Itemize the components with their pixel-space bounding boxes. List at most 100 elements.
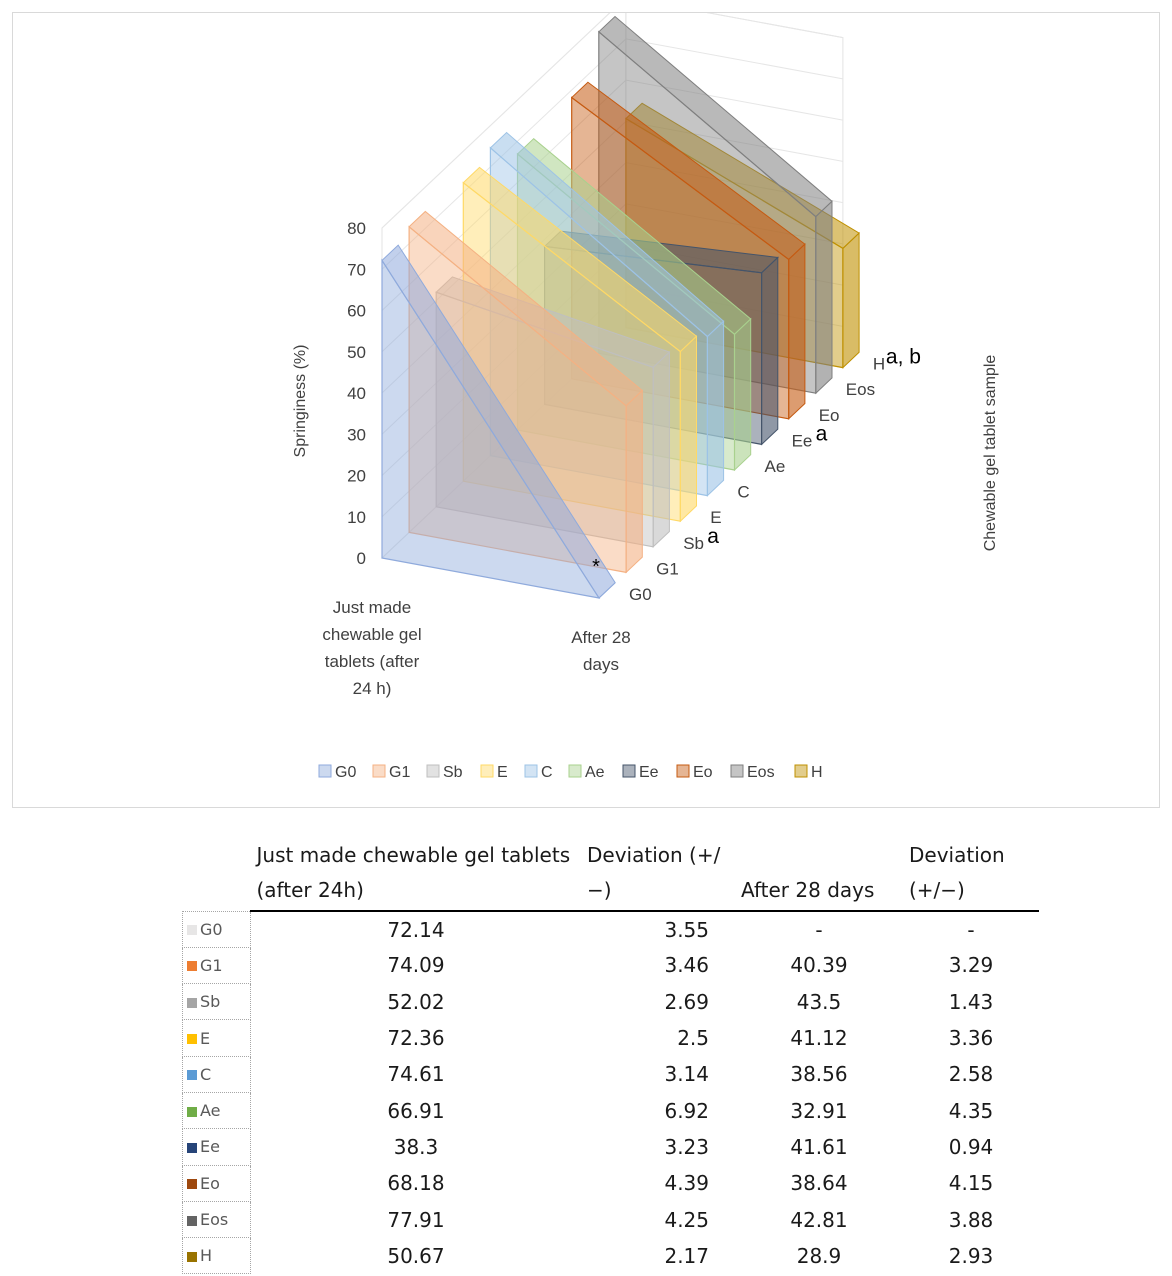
area-side-g1: [625, 389, 643, 574]
significance-letter-h: a, b: [886, 346, 921, 369]
cell-after-28-days: 41.61: [790, 1134, 848, 1159]
legend-item-ee: Ee: [622, 764, 659, 781]
depth-label-e: E: [710, 508, 721, 527]
cell-after-28-days: 32.91: [790, 1098, 848, 1123]
table-header-row: Just made chewable gel tablets (after 24…: [183, 838, 1039, 912]
table-corner: [183, 838, 251, 911]
legend-label: Sb: [443, 764, 463, 781]
cell-deviation-1: 4.25: [664, 1207, 709, 1232]
row-swatch: [187, 1034, 197, 1045]
gridline: [625, 79, 843, 121]
depth-label-g0: G0: [629, 585, 652, 604]
cell-deviation-1: 3.23: [664, 1134, 709, 1159]
table-body: G0 72.14 3.55 - - G1 74.09 3.46 40.39 3.29 Sb 52.02…: [182, 910, 1040, 1275]
cell-deviation-2: 2.58: [948, 1062, 994, 1087]
area-side-sb: [652, 350, 670, 548]
cell-after-28-days: 41.12: [790, 1026, 848, 1051]
cell-just-made: 72.36: [387, 1026, 445, 1051]
row-swatch: [187, 1070, 197, 1081]
table-row: Eo 68.18 4.39 38.64 4.15: [182, 1164, 1040, 1202]
cell-deviation-2: 3.29: [948, 953, 994, 978]
legend-label: E: [497, 764, 508, 781]
legend-swatch: [676, 764, 690, 778]
gridline: [625, 38, 843, 80]
legend-swatch: [794, 764, 808, 778]
depth-label-eos: Eos: [846, 380, 875, 399]
cell-deviation-2: 2.93: [948, 1243, 994, 1268]
y-tick-label: 50: [347, 343, 366, 362]
cell-just-made: 66.91: [387, 1098, 445, 1123]
row-label: Eos: [182, 1200, 251, 1239]
category-label-2: After 28 days: [571, 628, 631, 674]
table-row: G0 72.14 3.55 - -: [182, 910, 1040, 948]
cell-deviation-2: 3.88: [948, 1207, 994, 1232]
legend-label: H: [811, 764, 823, 781]
area-side-g0: [598, 582, 616, 599]
legend-swatch: [426, 764, 440, 778]
significance-letter-ee: a: [816, 422, 828, 445]
row-label-text: G0: [200, 919, 223, 939]
cell-just-made: 74.61: [387, 1062, 445, 1087]
table-row: Sb 52.02 2.69 43.5 1.43: [182, 983, 1040, 1021]
row-label-text: Sb: [200, 992, 221, 1012]
legend-item-eos: Eos: [730, 764, 775, 781]
legend-label: Ae: [585, 764, 605, 781]
cell-after-28-days: 38.56: [790, 1062, 848, 1087]
legend-item-h: H: [794, 764, 823, 781]
cell-after-28-days: 40.39: [790, 953, 848, 978]
row-label: E: [182, 1019, 251, 1057]
depth-label-ee: Ee: [792, 431, 813, 450]
cell-just-made: 52.02: [387, 989, 445, 1014]
row-label-text: G1: [200, 955, 223, 975]
header-deviation-1: Deviation (+/−): [581, 838, 735, 912]
cell-deviation-1: 3.55: [664, 917, 709, 942]
significance-letter-sb: a: [707, 525, 719, 548]
legend-swatch: [480, 764, 494, 778]
row-swatch: [187, 961, 197, 972]
gridline: [381, 13, 611, 229]
row-label-text: Ee: [200, 1137, 220, 1157]
legend-swatch: [524, 764, 538, 778]
series-layer: [381, 15, 860, 599]
row-swatch: [187, 925, 197, 936]
series-g0: [381, 244, 616, 599]
legend-label: G0: [335, 764, 356, 781]
row-label-text: E: [200, 1028, 211, 1048]
area-side-h: [842, 231, 860, 369]
row-label: G1: [182, 946, 251, 985]
table-row: H 50.67 2.17 28.9 2.93: [182, 1237, 1040, 1275]
cell-after-28-days: 38.64: [790, 1171, 848, 1196]
legend-label: C: [541, 764, 553, 781]
row-label: Ae: [182, 1091, 251, 1130]
legend-label: Eo: [693, 764, 713, 781]
row-label-text: H: [200, 1246, 213, 1266]
cell-deviation-1: 2.5: [677, 1026, 709, 1051]
header-deviation-2: Deviation (+/−): [903, 838, 1039, 912]
cell-after-28-days: 42.81: [790, 1207, 848, 1232]
cell-deviation-2: -: [967, 917, 975, 942]
g0-marker: *: [592, 556, 600, 578]
depth-label-sb: Sb: [683, 534, 704, 553]
area-side-ee: [761, 256, 779, 446]
y-tick-label: 10: [347, 508, 366, 527]
depth-label-g1: G1: [656, 559, 679, 578]
legend-swatch: [622, 764, 636, 778]
area-side-e: [679, 335, 697, 523]
row-label: G0: [182, 910, 251, 948]
table-row: Ae 66.91 6.92 32.91 4.35: [182, 1091, 1040, 1130]
row-swatch: [187, 1215, 197, 1226]
legend-swatch: [568, 764, 582, 778]
depth-label-eo: Eo: [819, 406, 840, 425]
legend-label: G1: [389, 764, 410, 781]
cell-deviation-1: 2.69: [664, 989, 709, 1014]
category-label-1: Just made chewable gel tablets (after 24 h): [322, 598, 421, 698]
legend-item-c: C: [524, 764, 553, 781]
cell-deviation-2: 4.15: [948, 1171, 994, 1196]
y-tick-label: 0: [357, 549, 366, 568]
legend-item-e: E: [480, 764, 508, 781]
legend-swatch: [730, 764, 744, 778]
cell-after-28-days: -: [815, 917, 823, 942]
